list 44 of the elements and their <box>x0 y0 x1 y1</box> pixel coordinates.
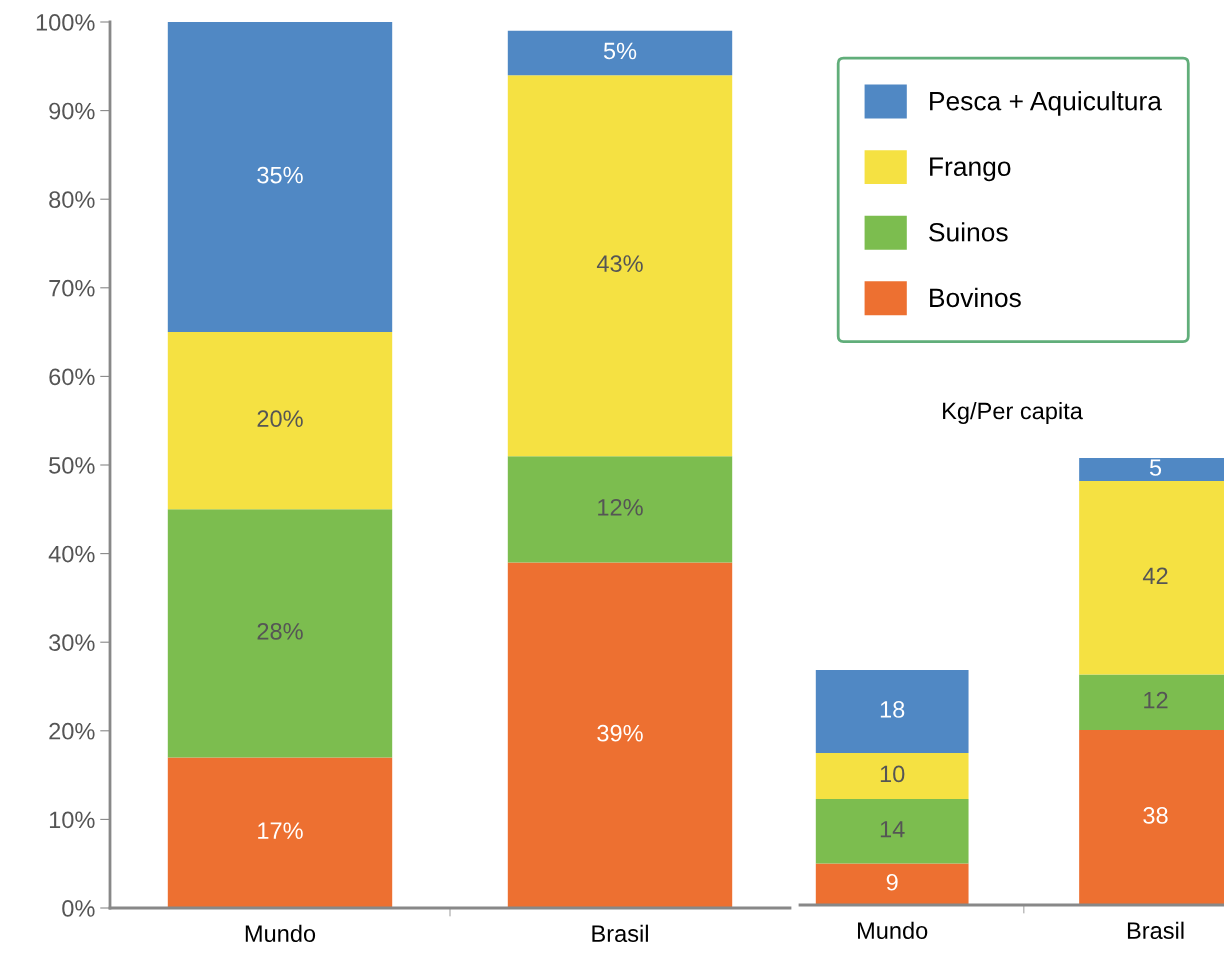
data-label: 14 <box>880 821 905 838</box>
x-tick-label: Mundo <box>858 921 928 940</box>
bar <box>507 30 733 76</box>
bar <box>167 509 393 758</box>
bar <box>507 456 733 563</box>
data-label: 35% <box>257 166 303 184</box>
data-label: 18 <box>880 701 905 718</box>
data-label: 20% <box>257 410 303 428</box>
y-tick-label: 50% <box>49 457 95 474</box>
bar <box>167 22 393 333</box>
bar <box>507 75 733 457</box>
x-tick-label: Brasil <box>1127 921 1184 940</box>
data-label: 38 <box>1143 807 1168 824</box>
y-tick-label: 90% <box>49 102 95 120</box>
x-tick-label: Brasil <box>592 924 648 943</box>
y-tick-label: 100% <box>36 14 95 31</box>
y-tick-label: 0% <box>62 900 95 917</box>
data-label: 28% <box>257 622 303 640</box>
legend-label: Bovinos <box>930 287 1021 308</box>
y-tick-label: 60% <box>49 368 95 386</box>
data-label: 39% <box>597 724 643 742</box>
y-tick-label: 70% <box>49 279 95 297</box>
data-label: 12% <box>598 498 643 516</box>
data-label: 42 <box>1142 567 1168 584</box>
bar <box>507 562 733 908</box>
data-label: 5 <box>1149 459 1162 476</box>
legend-label: Frango <box>930 157 1011 182</box>
data-label: 12 <box>1144 691 1168 709</box>
legend-label: Pesca + Aquicultura <box>930 91 1162 116</box>
data-label: 17% <box>258 822 303 839</box>
bar <box>167 332 393 510</box>
y-tick-label: 10% <box>49 811 95 829</box>
y-tick-label: 40% <box>48 545 95 563</box>
data-label: 10 <box>880 765 905 783</box>
x-tick-label: Mundo <box>245 924 316 943</box>
data-label: 43% <box>596 255 643 272</box>
chart-title: Kg/Per capita <box>943 402 1083 425</box>
y-tick-label: 80% <box>49 191 95 208</box>
y-tick-label: 30% <box>49 634 95 651</box>
bar <box>167 757 393 908</box>
legend-label: Suinos <box>929 222 1008 242</box>
data-label: 5% <box>603 42 637 60</box>
data-label: 9 <box>886 873 898 891</box>
y-tick-label: 20% <box>49 722 95 740</box>
